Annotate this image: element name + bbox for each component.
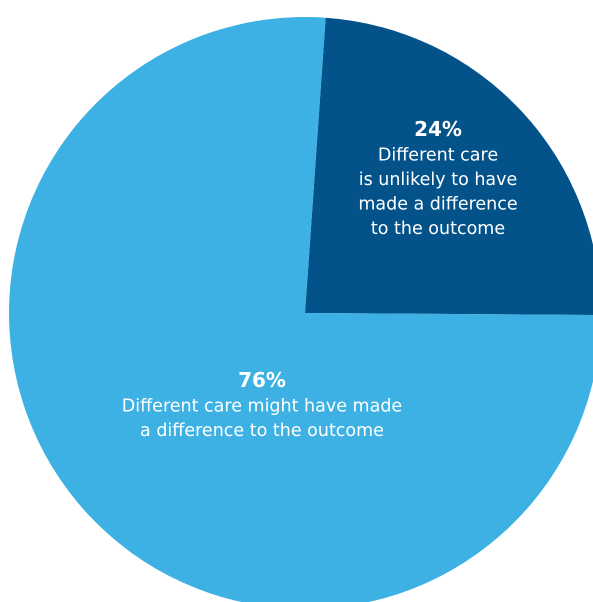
- pie-slices: [8, 17, 593, 602]
- slice-1-value-label: 24%: [414, 117, 462, 141]
- pie-slice-1: [305, 17, 593, 316]
- slice-1-text-line: is unlikely to have: [359, 170, 518, 190]
- slice-2-value-label: 76%: [238, 368, 286, 392]
- slice-1-text-line: to the outcome: [371, 219, 505, 239]
- slice-1-text-line: made a difference: [358, 195, 517, 215]
- slice-1-text-line: Different care: [378, 146, 498, 166]
- pie-slice-2: [8, 17, 593, 602]
- pie-labels: 24% Different care is unlikely to have made…: [122, 117, 518, 441]
- slice-2-text-line: Different care might have made: [122, 397, 402, 417]
- slice-2-text-line: a difference to the outcome: [140, 421, 384, 441]
